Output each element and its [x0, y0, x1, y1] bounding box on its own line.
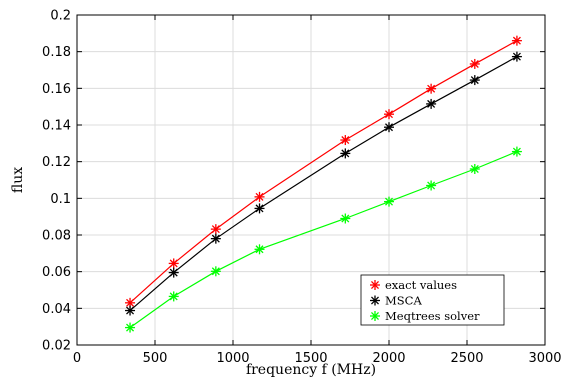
- y-tick-label: 0.04: [42, 302, 71, 317]
- data-point-msca: [384, 122, 394, 133]
- data-point-exact-values: [168, 258, 179, 269]
- series-line-exact-values: [129, 40, 518, 304]
- data-point-msca: [340, 148, 351, 159]
- y-tick-label: 0.16: [42, 82, 71, 97]
- y-tick-label: 0.2: [50, 9, 71, 24]
- data-point-exact-values: [254, 191, 265, 202]
- data-point-meqtrees-solver: [168, 291, 179, 302]
- y-tick-label: 0.12: [42, 155, 71, 170]
- data-point-msca: [254, 203, 265, 214]
- y-tick-label: 0.14: [42, 119, 71, 134]
- data-point-exact-values: [469, 58, 480, 69]
- y-tick-label: 0.02: [42, 339, 71, 354]
- x-tick-label: 3000: [528, 351, 561, 366]
- x-tick-label: 1500: [294, 351, 327, 366]
- data-point-msca: [469, 75, 480, 86]
- data-point-meqtrees-solver: [125, 322, 136, 333]
- x-tick-label: 500: [143, 351, 168, 366]
- legend-marker-exact-values: [370, 280, 380, 290]
- data-point-meqtrees-solver: [340, 213, 351, 224]
- y-tick-label: 0.08: [42, 229, 71, 244]
- y-tick-label: 0.18: [42, 45, 71, 60]
- data-point-meqtrees-solver: [511, 146, 522, 157]
- x-axis-label: frequency f (MHz): [246, 362, 376, 378]
- y-tick-label: 0.1: [50, 192, 71, 207]
- data-point-msca: [511, 51, 522, 62]
- legend-entry-exact-values: exact values: [385, 278, 457, 292]
- legend-box: [360, 274, 505, 326]
- x-tick-label: 2500: [450, 351, 483, 366]
- data-point-exact-values: [384, 109, 394, 120]
- data-point-msca: [426, 98, 437, 109]
- legend-marker-meqtrees-solver: [370, 311, 380, 321]
- data-point-meqtrees-solver: [426, 180, 437, 191]
- data-point-exact-values: [340, 135, 351, 146]
- data-point-exact-values: [511, 35, 522, 46]
- data-point-meqtrees-solver: [469, 164, 480, 174]
- y-tick-label: 0.06: [42, 265, 71, 280]
- legend-entry-msca: MSCA: [385, 294, 422, 308]
- data-point-exact-values: [426, 83, 437, 94]
- data-point-exact-values: [210, 224, 221, 235]
- x-tick-label: 1000: [216, 351, 249, 366]
- data-point-msca: [210, 233, 221, 244]
- series-line-msca: [129, 56, 518, 311]
- x-tick-label: 0: [73, 351, 81, 366]
- x-tick-label: 2000: [372, 351, 405, 366]
- data-point-meqtrees-solver: [384, 196, 394, 207]
- y-axis-label: flux: [10, 167, 26, 193]
- legend-entry-meqtrees-solver: Meqtrees solver: [385, 309, 480, 323]
- data-point-meqtrees-solver: [210, 266, 221, 277]
- data-point-msca: [168, 267, 179, 278]
- axis-ticks: 0 500 1000 1500 2000 2500 3000 0.02 0.04 0.06 0.08…: [42, 9, 562, 367]
- data-point-meqtrees-solver: [254, 244, 265, 255]
- legend-marker-msca: [370, 295, 380, 306]
- data-point-msca: [125, 305, 136, 316]
- series-layer: [125, 35, 522, 333]
- grid: [77, 15, 545, 345]
